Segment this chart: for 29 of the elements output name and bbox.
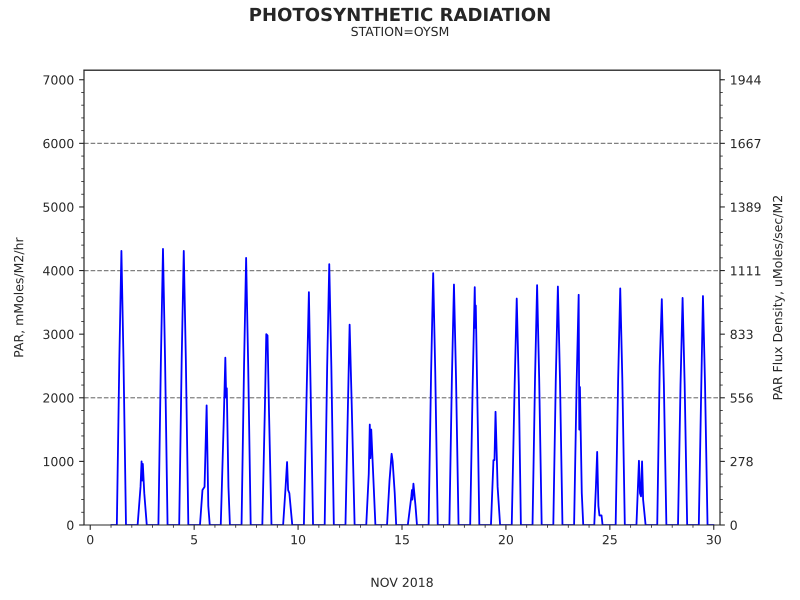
x-tick-label: 10 xyxy=(292,534,306,544)
y2-tick-label: 833 xyxy=(730,330,753,340)
x-tick-label: 20 xyxy=(498,534,514,544)
chart-title: PHOTOSYNTHETIC RADIATION xyxy=(250,8,550,22)
x-tick-label: 25 xyxy=(602,534,617,544)
x-tick-label: 0 xyxy=(87,534,94,544)
x-tick-label: 5 xyxy=(191,535,198,544)
y-tick-label: 4000 xyxy=(43,266,74,276)
x-tick-label: 30 xyxy=(706,534,721,544)
y-tick-label: 5000 xyxy=(43,202,74,212)
y-tick-label: 7000 xyxy=(43,75,74,85)
y2-tick-label: 1944 xyxy=(731,75,761,85)
y2-axis-title: PAR Flux Density, uMoles/sec/M2 xyxy=(772,196,785,400)
line-series xyxy=(110,248,715,525)
y-tick-label: 3000 xyxy=(43,330,74,340)
y2-tick-label: 1667 xyxy=(731,138,760,148)
y2-tick-label: 0 xyxy=(730,520,737,530)
y-axis-title: PAR, mMoles/M2/hr xyxy=(14,237,25,357)
y-tick-label: 1000 xyxy=(44,456,74,466)
x-axis-title: NOV 2018 xyxy=(372,578,433,588)
y-tick-label: 0 xyxy=(67,520,74,530)
y-tick-label: 6000 xyxy=(43,138,74,148)
y2-tick-label: 278 xyxy=(730,456,753,466)
y-tick-label: 2000 xyxy=(43,393,74,403)
x-tick-label: 15 xyxy=(395,535,409,544)
chart-subtitle: STATION=OYSM xyxy=(351,26,448,36)
y2-tick-label: 556 xyxy=(730,393,753,403)
y2-tick-label: 1389 xyxy=(731,202,761,212)
y2-tick-label: 1111 xyxy=(731,266,760,276)
